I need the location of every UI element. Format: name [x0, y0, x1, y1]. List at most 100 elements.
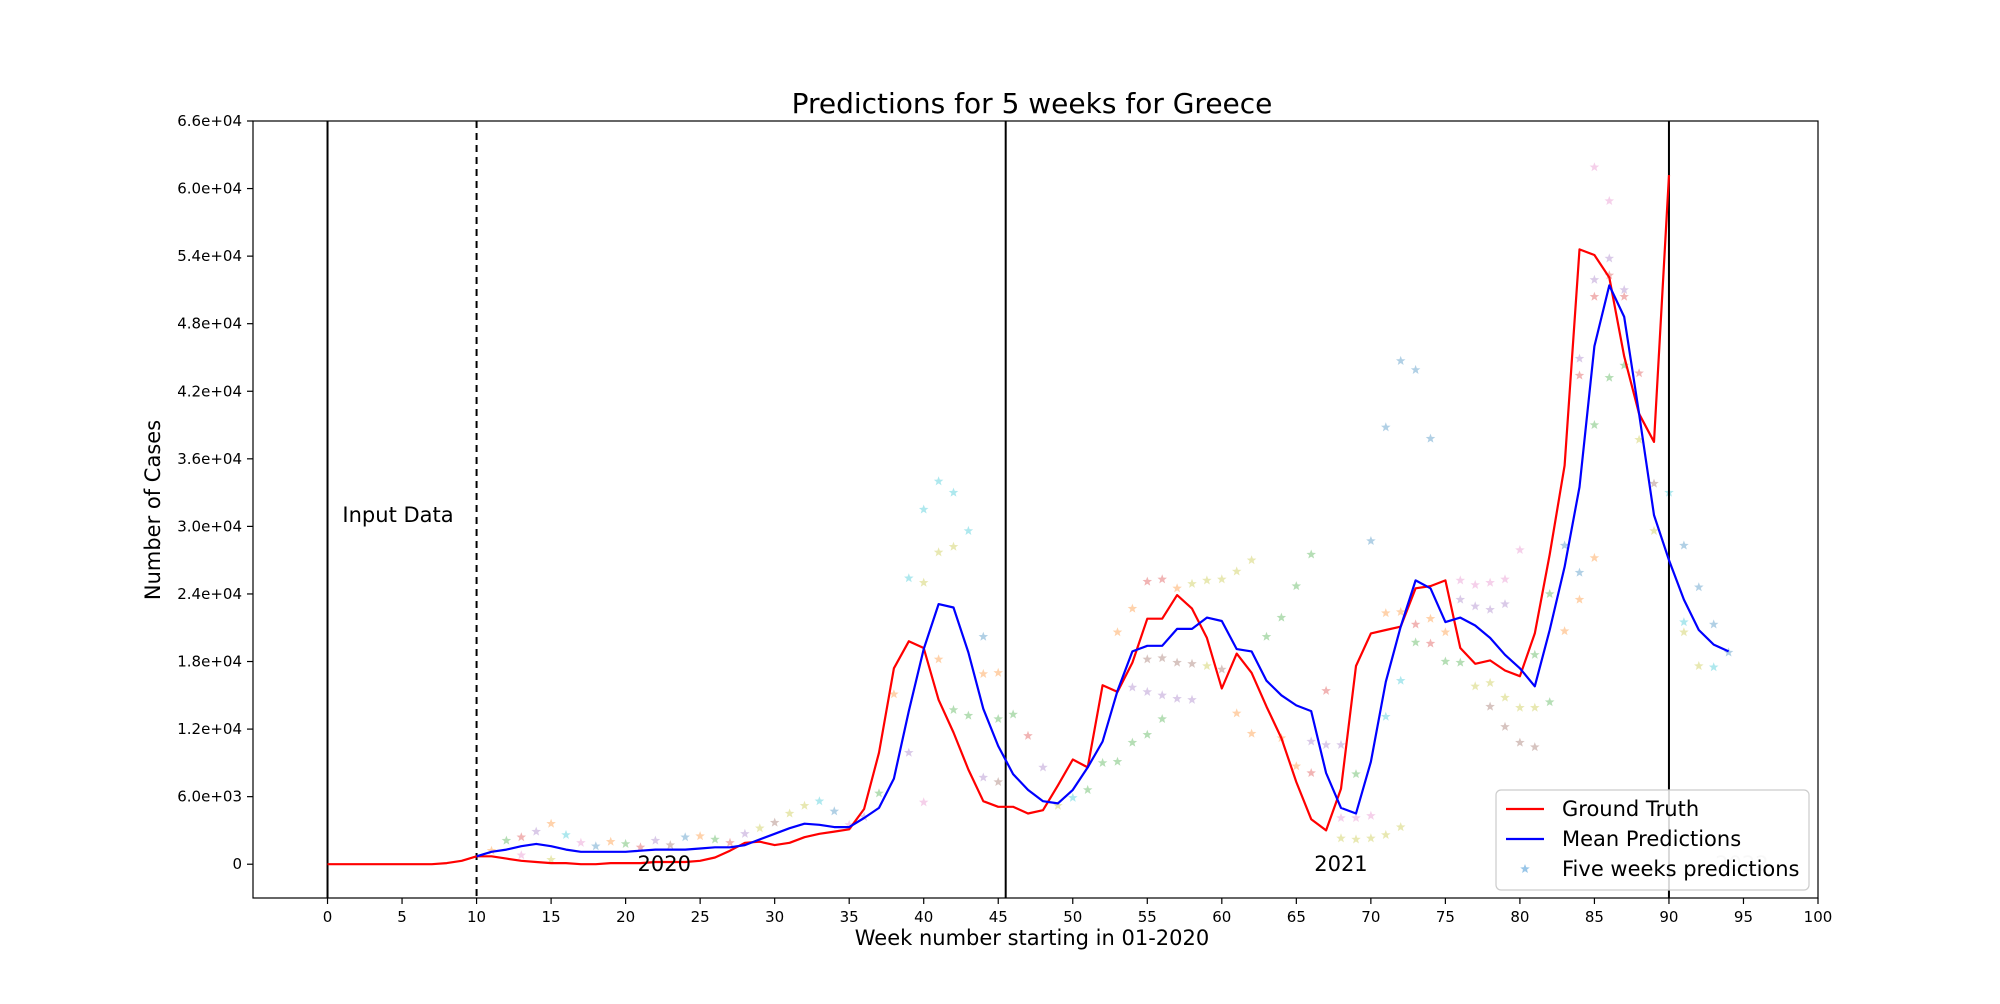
prediction-point	[814, 796, 825, 806]
prediction-point	[1500, 574, 1510, 584]
prediction-point	[1515, 702, 1525, 712]
prediction-point	[1291, 761, 1302, 771]
prediction-point	[993, 667, 1003, 677]
prediction-point	[1395, 822, 1406, 832]
prediction-point	[1694, 661, 1704, 671]
prediction-point	[576, 837, 586, 847]
prediction-point	[1589, 291, 1600, 301]
prediction-point	[1217, 574, 1227, 584]
prediction-point	[1723, 647, 1734, 657]
x-tick-label: 50	[1063, 908, 1082, 926]
prediction-point	[1157, 574, 1167, 584]
x-tick-label: 10	[467, 908, 486, 926]
y-axis-ticks: 0 6.0e+03 1.2e+04 1.8e+04 2.4e+04 3.0e+04 3.6e…	[177, 112, 253, 873]
ground-truth-line	[327, 175, 1671, 866]
legend-label: Five weeks predictions	[1562, 857, 1800, 881]
prediction-point	[1142, 729, 1153, 739]
prediction-point	[1142, 654, 1153, 664]
prediction-point	[1410, 637, 1421, 647]
x-tick-label: 20	[616, 908, 635, 926]
prediction-point	[1231, 708, 1242, 718]
prediction-point	[1127, 737, 1138, 747]
prediction-point	[1172, 693, 1182, 703]
chart-title: Predictions for 5 weeks for Greece	[792, 87, 1273, 120]
prediction-point	[1589, 552, 1600, 562]
x-tick-label: 30	[765, 908, 784, 926]
prediction-point	[918, 577, 929, 587]
prediction-point	[1425, 613, 1436, 623]
prediction-point	[1082, 784, 1093, 794]
prediction-point	[784, 808, 795, 818]
prediction-point	[1485, 701, 1495, 711]
prediction-point	[561, 829, 571, 839]
prediction-point	[1381, 422, 1391, 432]
prediction-point	[546, 818, 556, 828]
prediction-point	[1112, 756, 1123, 766]
prediction-point	[1649, 478, 1659, 488]
scatter-layer	[486, 162, 1734, 864]
prediction-point	[1306, 768, 1316, 778]
prediction-point	[1485, 677, 1495, 687]
x-tick-label: 95	[1734, 908, 1753, 926]
prediction-point	[1485, 604, 1495, 614]
legend: Ground Truth Mean Predictions Five weeks p…	[1495, 789, 1810, 891]
prediction-point	[859, 811, 869, 821]
y-tick-label: 6.6e+04	[177, 112, 242, 130]
prediction-point	[1679, 627, 1689, 637]
prediction-point	[1008, 709, 1018, 719]
prediction-point	[1604, 372, 1615, 382]
prediction-point	[1530, 649, 1540, 659]
prediction-point	[1246, 555, 1257, 565]
prediction-point	[1127, 682, 1138, 692]
prediction-point	[740, 828, 750, 838]
prediction-point	[1038, 762, 1048, 772]
prediction-point	[1515, 737, 1525, 747]
prediction-point	[1202, 575, 1212, 585]
prediction-point	[591, 841, 601, 851]
prediction-point	[755, 823, 765, 833]
prediction-point	[1351, 834, 1361, 844]
x-tick-label: 15	[542, 908, 561, 926]
y-tick-label: 0	[232, 855, 242, 873]
prediction-point	[1470, 601, 1480, 611]
prediction-point	[1381, 608, 1391, 618]
y-tick-label: 6.0e+04	[177, 180, 242, 198]
prediction-point	[1544, 589, 1555, 599]
prediction-point	[1231, 566, 1242, 576]
x-tick-label: 80	[1510, 908, 1529, 926]
prediction-point	[904, 573, 914, 583]
prediction-point	[844, 819, 854, 829]
prediction-point	[1157, 690, 1167, 700]
x-tick-label: 75	[1436, 908, 1455, 926]
prediction-point	[1455, 594, 1466, 604]
prediction-point	[1142, 686, 1153, 696]
prediction-point	[1455, 657, 1466, 667]
x-tick-label: 25	[691, 908, 710, 926]
prediction-point	[1500, 721, 1510, 731]
prediction-point	[904, 747, 914, 757]
prediction-point	[1157, 714, 1167, 724]
prediction-point	[1708, 662, 1719, 672]
y-tick-label: 5.4e+04	[177, 247, 242, 265]
legend-box	[1495, 789, 1810, 891]
prediction-point	[501, 835, 512, 845]
x-tick-label: 100	[1804, 908, 1833, 926]
prediction-point	[948, 541, 959, 551]
prediction-point	[650, 835, 661, 845]
prediction-point	[1321, 685, 1331, 695]
prediction-point	[546, 854, 556, 864]
prediction-point	[1112, 627, 1123, 637]
prediction-point	[665, 840, 676, 850]
prediction-point	[1470, 681, 1480, 691]
prediction-point	[1589, 420, 1600, 430]
prediction-point	[1649, 525, 1659, 535]
prediction-point	[993, 777, 1003, 787]
prediction-point	[933, 476, 944, 486]
prediction-point	[978, 772, 989, 782]
prediction-point	[963, 525, 974, 535]
x-tick-label: 65	[1287, 908, 1306, 926]
prediction-point	[516, 850, 527, 860]
x-tick-label: 40	[914, 908, 933, 926]
prediction-point	[1619, 291, 1629, 301]
prediction-point	[1217, 664, 1227, 674]
